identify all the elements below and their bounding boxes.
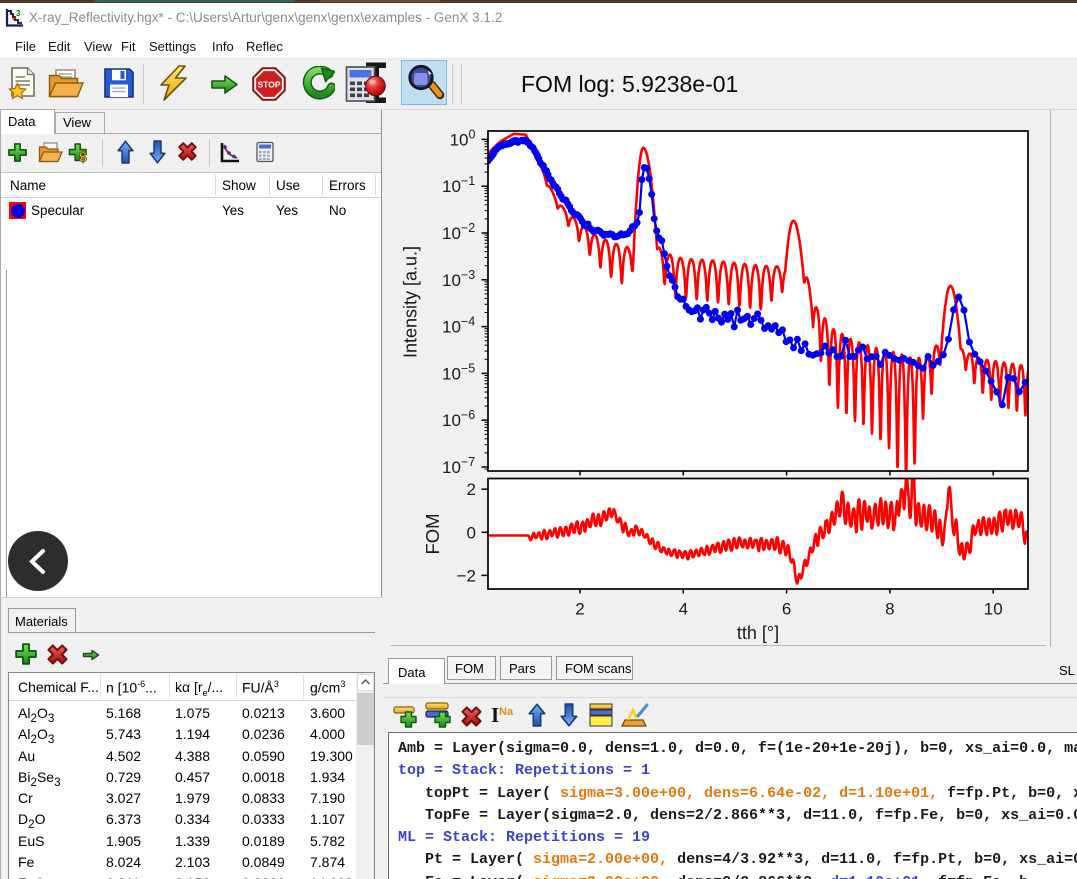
svg-text:$: $ bbox=[79, 149, 87, 165]
svg-text:2: 2 bbox=[575, 600, 584, 619]
svg-text:−2: −2 bbox=[457, 566, 476, 585]
svg-text:Intensity [a.u.]: Intensity [a.u.] bbox=[401, 246, 421, 358]
svg-text:3: 3 bbox=[16, 9, 21, 18]
svg-text:2: 2 bbox=[467, 480, 476, 499]
svg-text:STOP: STOP bbox=[258, 80, 281, 90]
svg-text:FOM: FOM bbox=[422, 513, 443, 554]
svg-text:tth [°]: tth [°] bbox=[737, 623, 779, 643]
svg-text:8: 8 bbox=[885, 600, 894, 619]
svg-text:6: 6 bbox=[782, 600, 791, 619]
svg-text:4: 4 bbox=[679, 600, 688, 619]
svg-text:0: 0 bbox=[467, 523, 476, 542]
svg-text:10: 10 bbox=[984, 600, 1003, 619]
